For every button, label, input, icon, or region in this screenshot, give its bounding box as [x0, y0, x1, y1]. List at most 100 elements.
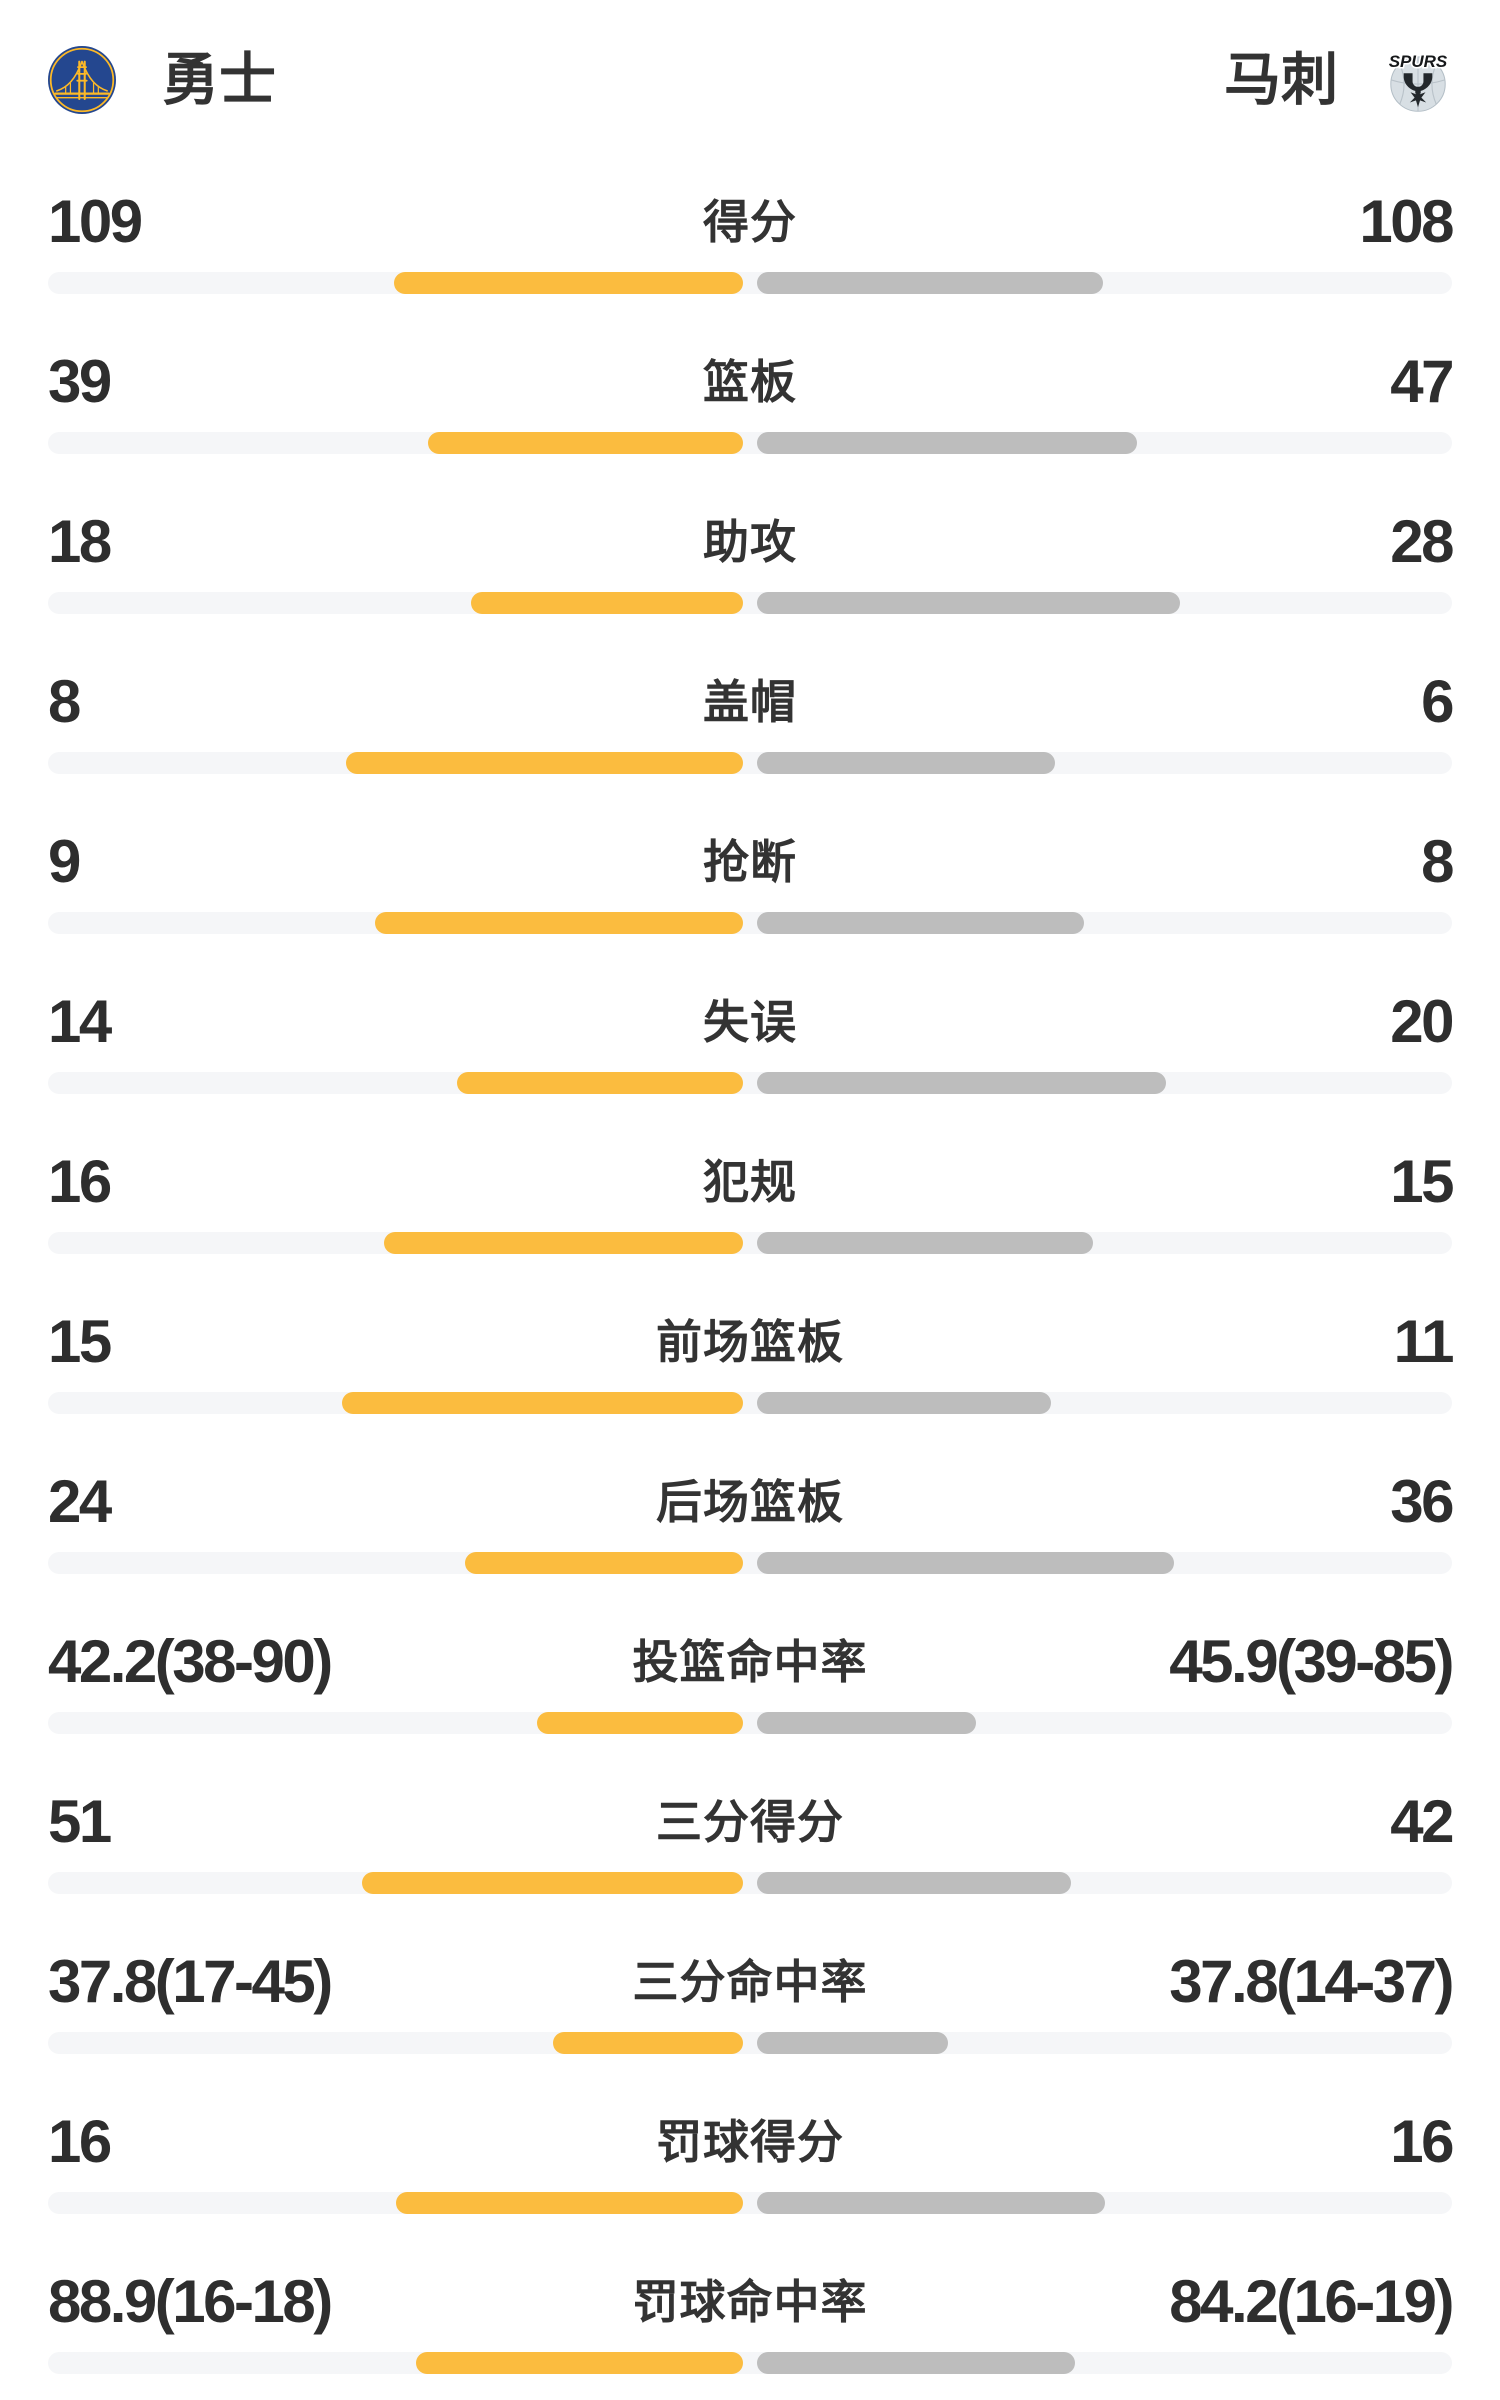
away-bar: [757, 1392, 1051, 1414]
stat-bar-track: [48, 1392, 1452, 1414]
stat-row: 51 三分得分 42: [48, 1760, 1454, 1920]
stat-label: 三分得分: [656, 1796, 844, 1848]
svg-text:SPURS: SPURS: [1389, 52, 1448, 71]
stat-row: 18 助攻 28: [48, 480, 1454, 640]
home-value: 109: [48, 188, 143, 255]
stat-bar-track: [48, 1072, 1452, 1094]
stat-bar-track: [48, 592, 1452, 614]
away-bar: [757, 1872, 1072, 1894]
warriors-logo-icon: [48, 46, 116, 114]
stat-bar-track: [48, 272, 1452, 294]
home-bar: [552, 2032, 743, 2054]
stat-row-line: 8 盖帽 6: [48, 668, 1454, 735]
stat-label: 抢断: [703, 836, 797, 888]
home-bar: [342, 1392, 743, 1414]
stat-bar-track: [48, 2352, 1452, 2374]
away-bar: [757, 752, 1056, 774]
home-bar: [362, 1872, 743, 1894]
home-value: 37.8(17-45): [48, 1948, 333, 2015]
away-value: 108: [1359, 188, 1454, 255]
stat-label: 失误: [703, 996, 797, 1048]
stat-row-line: 51 三分得分 42: [48, 1788, 1454, 1855]
stat-row-line: 15 前场篮板 11: [48, 1308, 1455, 1375]
stat-row: 9 抢断 8: [48, 800, 1454, 960]
stat-bar-track: [48, 2032, 1452, 2054]
away-value: 11: [1393, 1308, 1455, 1375]
spurs-logo-icon: SPURS: [1384, 46, 1452, 114]
home-value: 88.9(16-18): [48, 2268, 333, 2335]
home-value: 42.2(38-90): [48, 1628, 333, 1695]
away-value: 45.9(39-85): [1169, 1628, 1454, 1695]
stat-row: 88.9(16-18) 罚球命中率 84.2(16-19): [48, 2240, 1454, 2400]
stat-row-line: 109 得分 108: [48, 188, 1454, 255]
away-value: 15: [1390, 1148, 1454, 1215]
away-value: 6: [1421, 668, 1454, 735]
team-left: 勇士: [48, 46, 276, 114]
stat-label: 助攻: [703, 516, 797, 568]
stat-bar-track: [48, 912, 1452, 934]
stat-row-line: 42.2(38-90) 投篮命中率 45.9(39-85): [48, 1628, 1454, 1695]
stat-label: 罚球得分: [656, 2116, 844, 2168]
away-bar: [757, 2032, 949, 2054]
home-value: 14: [48, 988, 112, 1055]
home-bar: [384, 1232, 743, 1254]
away-bar: [757, 432, 1138, 454]
away-value: 16: [1390, 2108, 1454, 2175]
stat-bar-track: [48, 1872, 1452, 1894]
home-value: 9: [48, 828, 81, 895]
stat-label: 篮板: [703, 356, 797, 408]
away-value: 37.8(14-37): [1169, 1948, 1454, 2015]
stat-bar-track: [48, 1712, 1452, 1734]
home-bar: [465, 1552, 743, 1574]
stat-label: 后场篮板: [656, 1476, 844, 1528]
home-value: 24: [48, 1468, 112, 1535]
away-bar: [757, 2192, 1105, 2214]
away-value: 8: [1421, 828, 1454, 895]
home-value: 16: [48, 2108, 112, 2175]
stat-bar-track: [48, 432, 1452, 454]
stat-row: 16 罚球得分 16: [48, 2080, 1454, 2240]
home-bar: [456, 1072, 743, 1094]
away-bar: [757, 912, 1085, 934]
stat-row: 16 犯规 15: [48, 1120, 1454, 1280]
away-bar: [757, 592, 1181, 614]
team-left-name: 勇士: [162, 47, 276, 112]
stat-row-line: 37.8(17-45) 三分命中率 37.8(14-37): [48, 1948, 1454, 2015]
stat-row: 37.8(17-45) 三分命中率 37.8(14-37): [48, 1920, 1454, 2080]
away-value: 28: [1390, 508, 1454, 575]
away-value: 42: [1390, 1788, 1454, 1855]
stat-row-line: 24 后场篮板 36: [48, 1468, 1454, 1535]
stat-row-line: 14 失误 20: [48, 988, 1454, 1055]
away-bar: [757, 2352, 1075, 2374]
stat-row: 42.2(38-90) 投篮命中率 45.9(39-85): [48, 1600, 1454, 1760]
away-value: 20: [1390, 988, 1454, 1055]
stat-row-line: 16 犯规 15: [48, 1148, 1454, 1215]
stat-row: 109 得分 108: [48, 160, 1454, 320]
stat-bar-track: [48, 752, 1452, 774]
stat-bar-track: [48, 2192, 1452, 2214]
header: 勇士 马刺 SPURS: [48, 0, 1452, 160]
stat-row-line: 39 篮板 47: [48, 348, 1454, 415]
stat-bar-track: [48, 1552, 1452, 1574]
team-right-name: 马刺: [1224, 47, 1338, 112]
away-bar: [757, 1232, 1094, 1254]
home-value: 39: [48, 348, 112, 415]
stat-row-line: 16 罚球得分 16: [48, 2108, 1454, 2175]
home-value: 16: [48, 1148, 112, 1215]
stat-bar-track: [48, 1232, 1452, 1254]
home-bar: [395, 2192, 743, 2214]
stat-label: 犯规: [703, 1156, 797, 1208]
home-bar: [375, 912, 743, 934]
away-bar: [757, 1072, 1166, 1094]
stat-label: 投篮命中率: [632, 1636, 868, 1688]
away-bar: [757, 1712, 976, 1734]
stat-label: 前场篮板: [656, 1316, 844, 1368]
away-bar: [757, 272, 1104, 294]
home-bar: [394, 272, 743, 294]
away-value: 47: [1390, 348, 1454, 415]
home-bar: [428, 432, 743, 454]
stat-row: 8 盖帽 6: [48, 640, 1454, 800]
stats-list: 109 得分 108 39 篮板 47 18 助攻 28: [48, 160, 1455, 2400]
home-bar: [346, 752, 743, 774]
